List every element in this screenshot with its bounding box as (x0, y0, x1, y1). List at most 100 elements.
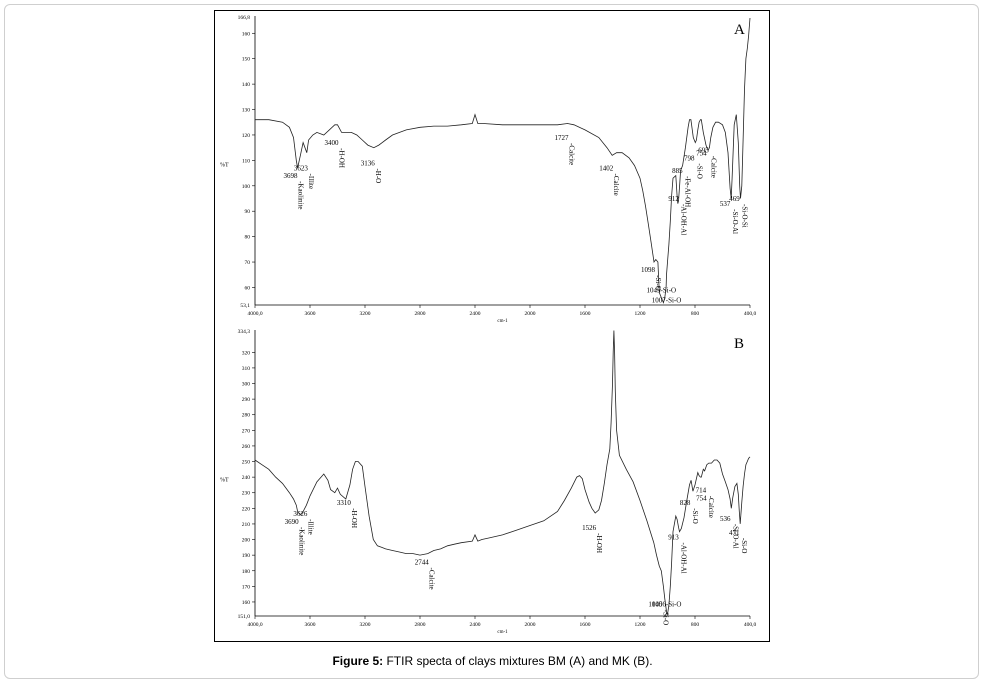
panel-a-y-tick-label: 120 (242, 133, 251, 139)
panel-b-peak-label: 714 (696, 487, 707, 495)
panel-b-y-tick-label: 270 (242, 428, 251, 434)
panel-a-x-axis-label: cm-1 (497, 319, 508, 324)
panel-a-x-tick-label: 2800 (415, 311, 426, 317)
panel-b-peak-assignment: -Kaolinite (298, 527, 306, 555)
panel-a-peak-assignment: -Calcite (568, 143, 576, 165)
panel-a-peak-assignment: -Illite (307, 174, 315, 190)
panel-a-peak-assignment: -Kaolinite (297, 181, 305, 209)
panel-a-y-tick-label: 160 (242, 31, 251, 37)
panel-a-y-tick-label: 100 (242, 184, 251, 190)
panel-a-peak-assignment: -H-O (374, 168, 382, 183)
panel-b-y-tick-label: 290 (242, 397, 251, 403)
panel-a-peak-label: 537 (720, 200, 731, 208)
panel-b-y-tick-label: 180 (242, 569, 251, 575)
panel-b-y-tick-label: 190 (242, 553, 251, 559)
panel-a-peak-label: 798 (684, 154, 695, 162)
panel-a-y-min-label: 53,1 (240, 303, 250, 309)
panel-b-x-tick-label: 3600 (305, 622, 316, 628)
panel-b-peak-assignment: -Calcite (707, 496, 715, 518)
panel-b-x-tick-label: 2400 (470, 622, 481, 628)
panel-b-peak-label: 1006-Si-O (652, 601, 682, 609)
panel-b-y-tick-label: 310 (242, 366, 251, 372)
panel-b-x-tick-label: 3200 (360, 622, 371, 628)
panel-b-spectrum-line (254, 330, 751, 616)
panel-a-peak-label: 885 (672, 167, 683, 175)
panel-b-x-tick-label: 4000,0 (247, 622, 262, 628)
panel-b-peak-label: 828 (680, 499, 691, 507)
panel-a-x-tick-label: 800 (691, 311, 700, 317)
panel-a-peak-label: 1402 (599, 165, 614, 173)
panel-b-y-tick-label: 220 (242, 506, 251, 512)
panel-b-y-tick-label: 250 (242, 460, 251, 466)
panel-a-y-tick-label: 150 (242, 57, 251, 63)
panel-a-peak-assignment: -Al-OH-Al (680, 204, 688, 235)
panel-a-y-tick-label: 110 (242, 158, 250, 164)
panel-a-peak-assignment: -Fe-Al-OH (683, 176, 691, 207)
panel-b-x-tick-label: 2000 (525, 622, 536, 628)
panel-b-x-axis-label: cm-1 (497, 630, 508, 635)
panel-b-x-tick-label: 400,0 (744, 622, 757, 628)
panel-a-peak-label: 1098 (641, 266, 656, 274)
panel-b-peak-assignment: -Si-O (740, 538, 748, 554)
panel-b-peak-label: 3690 (285, 518, 300, 526)
panel-b-y-min-label: 151,0 (238, 614, 251, 620)
panel-b-y-tick-label: 160 (242, 600, 251, 606)
panel-a-peak-label: 1727 (555, 134, 570, 142)
panel-a-x-tick-label: 4000,0 (247, 311, 262, 317)
panel-b-peak-assignment: -Si-O-Al (731, 524, 739, 549)
panel-a-peak-label: 3136 (361, 159, 376, 167)
panel-b-peak-label: 471 (729, 529, 740, 537)
panel-a-peak-assignment: -Si-O (695, 163, 703, 179)
panel-a-spectrum-line (255, 17, 751, 304)
panel-a-peak-assignment: -Si-O (654, 275, 662, 291)
panel-a-y-max-label: 166,8 (238, 15, 251, 21)
panel-b-peak-label: 2744 (415, 559, 430, 567)
panel-a-y-tick-label: 130 (242, 108, 251, 114)
panel-b-peak-assignment: -Si-O (661, 610, 669, 626)
panel-b-y-axis-label: %T (220, 478, 229, 484)
panel-b-y-tick-label: 200 (242, 538, 251, 544)
panel-a-x-tick-label: 2000 (525, 311, 536, 317)
panel-b-peak-label: 1526 (582, 524, 597, 532)
panel-a-x-tick-label: 3600 (305, 311, 316, 317)
panel-b-y-tick-label: 260 (242, 444, 251, 450)
panel-a-peak-assignment: -Calcite (612, 174, 620, 196)
panel-b-y-tick-label: 240 (242, 475, 251, 481)
panel-a-peak-assignment: -Calcite (709, 156, 717, 178)
caption-label: Figure 5: (332, 654, 384, 668)
panel-b-y-tick-label: 230 (242, 491, 251, 497)
ftir-figure: 60 70 80 90 100 110 120 130 140 150 160 166,8 53,1 40… (214, 10, 770, 642)
panel-a-peak-label: 3400 (325, 139, 340, 147)
panel-a-x-tick-label: 400,0 (744, 311, 757, 317)
panel-b-peak-label: 3626 (293, 510, 308, 518)
panel-b-y-tick-label: 320 (242, 350, 251, 356)
panel-a-y-tick-label: 60 (245, 285, 251, 291)
panel-a-peak-label: 3698 (284, 172, 299, 180)
panel-b-peak-assignment: -Al-OH-Al (679, 543, 687, 574)
panel-a-peak-label: 1045-Si-O (647, 287, 677, 295)
ftir-spectra-svg: 60 70 80 90 100 110 120 130 140 150 160 166,8 53,1 40… (220, 15, 757, 635)
panel-a-y-tick-label: 80 (245, 235, 251, 241)
panel-b-peak-assignment: -H-OH (350, 508, 358, 528)
panel-a-peak-label: 912 (668, 195, 679, 203)
panel-a-peak-assignment: -Si-O-Al (731, 209, 739, 234)
panel-a-peak-assignment: -Si-O-Si (741, 204, 749, 228)
panel-b-y-max-label: 334,3 (238, 329, 251, 335)
panel-a-peak-label: 695 (698, 147, 709, 155)
panel-b-peak-label: 536 (720, 515, 731, 523)
panel-a-peak-assignment: -H-OH (338, 148, 346, 168)
panel-a-x-tick-label: 2400 (470, 311, 481, 317)
caption-text: FTIR specta of clays mixtures BM (A) and… (386, 654, 653, 668)
panel-b-label: B (734, 336, 744, 352)
panel-a-peak-label: 754 (696, 149, 707, 157)
panel-b-x-tick-label: 800 (691, 622, 700, 628)
panel-b-y-tick-label: 300 (242, 382, 251, 388)
panel-a-y-axis-label: %T (220, 162, 229, 168)
panel-b-peak-assignment: -Calcite (428, 568, 436, 590)
panel-a-x-tick-label: 1200 (635, 311, 646, 317)
panel-b-x-tick-label: 1200 (635, 622, 646, 628)
panel-a-y-tick-label: 140 (242, 82, 251, 88)
panel-b-peak-assignment: -Illite (306, 519, 314, 535)
panel-b-peak-label: 3310 (337, 499, 352, 507)
panel-b-y-tick-label: 280 (242, 413, 251, 419)
